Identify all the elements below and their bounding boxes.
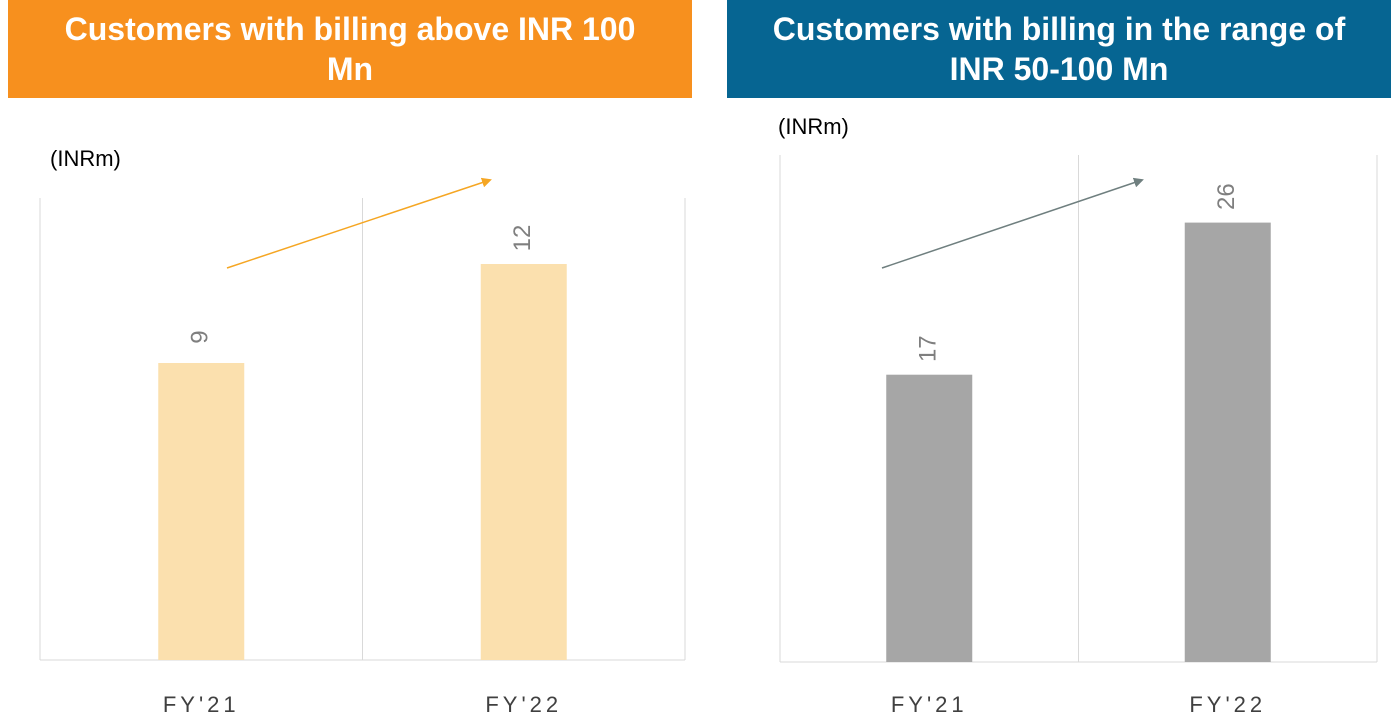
chart-title: Customers with billing above INR 100 Mn <box>8 0 692 98</box>
trend-arrow <box>226 177 492 269</box>
x-tick-label: FY'22 <box>1189 692 1266 717</box>
x-tick-label: FY'21 <box>163 692 240 717</box>
bar <box>158 363 245 660</box>
chart-title: Customers with billing in the range of I… <box>727 0 1391 98</box>
unit-label: (INRm) <box>778 114 849 139</box>
data-label: 12 <box>509 225 536 252</box>
unit-label: (INRm) <box>50 146 121 171</box>
trend-arrow <box>881 177 1144 269</box>
x-tick-label: FY'22 <box>485 692 562 717</box>
data-label: 9 <box>187 330 214 343</box>
x-tick-label: FY'21 <box>891 692 968 717</box>
data-label: 26 <box>1213 183 1240 210</box>
bar <box>480 264 567 660</box>
data-label: 17 <box>915 335 942 362</box>
bar <box>1184 222 1271 662</box>
bar <box>886 374 973 662</box>
